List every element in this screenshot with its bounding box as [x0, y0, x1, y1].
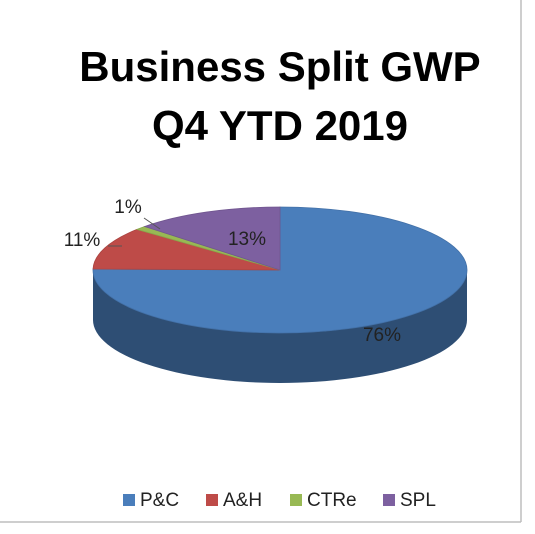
- legend-swatch: [206, 494, 218, 506]
- data-label: 13%: [228, 229, 266, 250]
- legend-label: SPL: [400, 490, 436, 511]
- chart-title: Business Split GWP: [79, 43, 480, 90]
- slice-side: [93, 270, 467, 383]
- legend-label: CTRe: [307, 490, 357, 511]
- data-label: 76%: [363, 325, 401, 346]
- legend-swatch: [290, 494, 302, 506]
- data-label: 11%: [64, 230, 101, 251]
- legend-label: P&C: [140, 490, 179, 511]
- legend-swatch: [383, 494, 395, 506]
- legend-swatch: [123, 494, 135, 506]
- chart-title: Q4 YTD 2019: [152, 102, 408, 149]
- leader-line: [143, 217, 161, 230]
- legend-label: A&H: [223, 490, 262, 511]
- data-label: 1%: [114, 197, 142, 218]
- slice: [92, 228, 281, 271]
